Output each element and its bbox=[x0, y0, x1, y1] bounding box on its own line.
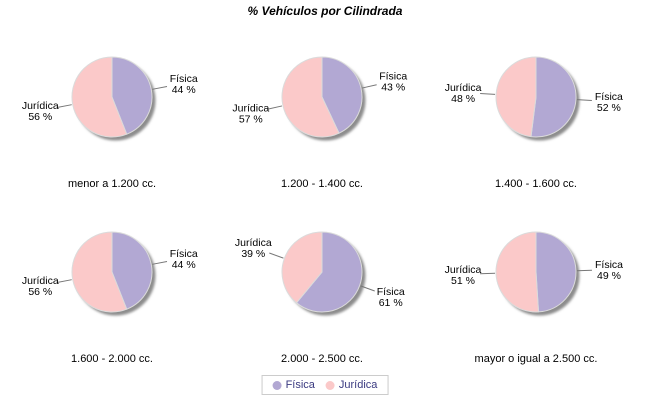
slice-label-fisica: Física 61 % bbox=[377, 286, 405, 309]
pie-panel-3: Física 52 % Jurídica 48 % 1.400 - 1.600 cc. bbox=[431, 35, 641, 205]
pie-category-label: 1.600 - 2.000 cc. bbox=[71, 353, 153, 365]
pie-chart-3: Física 52 % Jurídica 48 % bbox=[445, 56, 623, 141]
pie-panel-2: Física 43 % Jurídica 57 % 1.200 - 1.400 cc. bbox=[217, 35, 427, 205]
legend-swatch-fisica bbox=[272, 380, 282, 390]
pie-slice-juridica bbox=[281, 56, 340, 138]
slice-label-fisica: Física 44 % bbox=[170, 73, 198, 96]
pie-category-label: 2.000 - 2.500 cc. bbox=[281, 353, 363, 365]
slice-label-juridica: Jurídica 56 % bbox=[22, 275, 59, 298]
pie-slice-fisica bbox=[530, 56, 577, 138]
pie-slice-juridica bbox=[281, 231, 323, 304]
pie-category-label: menor a 1.200 cc. bbox=[67, 178, 157, 190]
label-leader-line bbox=[576, 99, 592, 102]
label-leader-line bbox=[152, 86, 168, 90]
legend: Física Jurídica bbox=[261, 375, 389, 395]
slice-label-juridica: Jurídica 57 % bbox=[232, 102, 269, 125]
pie-slice-fisica bbox=[111, 231, 153, 310]
legend-item-juridica: Jurídica bbox=[325, 379, 378, 391]
pie-chart-4: Física 44 % Jurídica 56 % bbox=[22, 231, 198, 316]
pie-panel-4: Física 44 % Jurídica 56 % 1.600 - 2.000 cc. bbox=[7, 210, 217, 380]
pie-category-label: 1.200 - 1.400 cc. bbox=[281, 178, 363, 190]
pie-panel-6: Física 49 % Jurídica 51 % mayor o igual a 2.… bbox=[431, 210, 641, 380]
pie-slice-juridica bbox=[71, 231, 128, 313]
label-leader-line bbox=[152, 261, 168, 265]
pie-slice-juridica bbox=[495, 231, 540, 313]
legend-item-fisica: Física bbox=[272, 379, 315, 391]
slice-label-fisica: Física 52 % bbox=[595, 91, 623, 114]
label-leader-line bbox=[361, 84, 377, 89]
pie-panel-5: Física 61 % Jurídica 39 % 2.000 - 2.500 cc. bbox=[217, 210, 427, 380]
label-leader-line bbox=[480, 92, 496, 95]
label-leader-line bbox=[269, 252, 284, 259]
legend-label: Física bbox=[285, 379, 315, 391]
legend-swatch-juridica bbox=[325, 380, 335, 390]
slice-label-juridica: Jurídica 56 % bbox=[22, 100, 59, 123]
slice-label-fisica: Física 49 % bbox=[595, 259, 623, 282]
slice-label-juridica: Jurídica 51 % bbox=[445, 264, 482, 287]
slice-label-fisica: Física 43 % bbox=[379, 71, 407, 94]
label-leader-line bbox=[56, 104, 72, 108]
slice-label-fisica: Física 44 % bbox=[170, 248, 198, 271]
pie-slice-juridica bbox=[495, 56, 537, 138]
label-leader-line bbox=[267, 105, 283, 110]
pie-slice-fisica bbox=[535, 231, 577, 313]
slice-label-juridica: Jurídica 48 % bbox=[445, 82, 482, 105]
label-leader-line bbox=[56, 279, 72, 283]
label-leader-line bbox=[360, 285, 375, 292]
pie-slice-fisica bbox=[321, 56, 363, 134]
pie-category-label: 1.400 - 1.600 cc. bbox=[495, 178, 577, 190]
slice-label-juridica: Jurídica 39 % bbox=[235, 237, 272, 260]
legend-label: Jurídica bbox=[338, 379, 378, 391]
pie-chart-1: Física 44 % Jurídica 56 % bbox=[22, 56, 198, 141]
pie-category-label: mayor o igual a 2.500 cc. bbox=[474, 353, 598, 365]
chart-title: % Vehículos por Cilindrada bbox=[247, 4, 403, 18]
pie-slice-fisica bbox=[296, 231, 363, 313]
pie-panel-1: Física 44 % Jurídica 56 % menor a 1.200 cc. bbox=[7, 35, 217, 205]
pie-slice-fisica bbox=[111, 56, 153, 135]
pie-slice-juridica bbox=[71, 56, 128, 138]
pie-chart-2: Física 43 % Jurídica 57 % bbox=[232, 56, 407, 141]
pie-chart-5: Física 61 % Jurídica 39 % bbox=[235, 231, 405, 316]
pie-chart-6: Física 49 % Jurídica 51 % bbox=[445, 231, 623, 316]
